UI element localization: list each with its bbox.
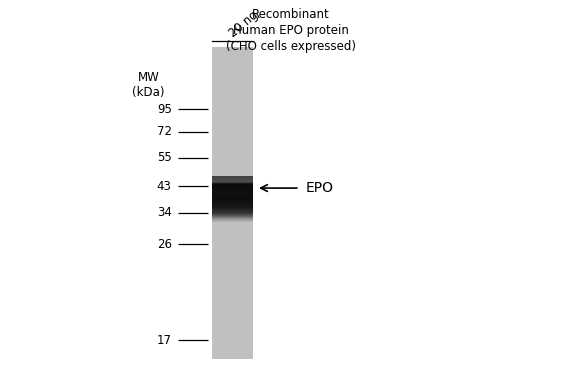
Bar [212, 47, 253, 359]
Text: 17: 17 [157, 334, 172, 347]
Text: 95: 95 [157, 102, 172, 116]
Text: MW
(kDa): MW (kDa) [132, 71, 165, 99]
Text: 34: 34 [157, 206, 172, 219]
Text: 26: 26 [157, 238, 172, 251]
Text: 43: 43 [157, 180, 172, 193]
Text: EPO: EPO [306, 181, 333, 195]
Text: Recombinant
Human EPO protein
(CHO cells expressed): Recombinant Human EPO protein (CHO cells… [226, 8, 356, 53]
Text: 72: 72 [157, 125, 172, 138]
Text: 20 ng: 20 ng [226, 9, 260, 40]
Text: 55: 55 [157, 152, 172, 164]
